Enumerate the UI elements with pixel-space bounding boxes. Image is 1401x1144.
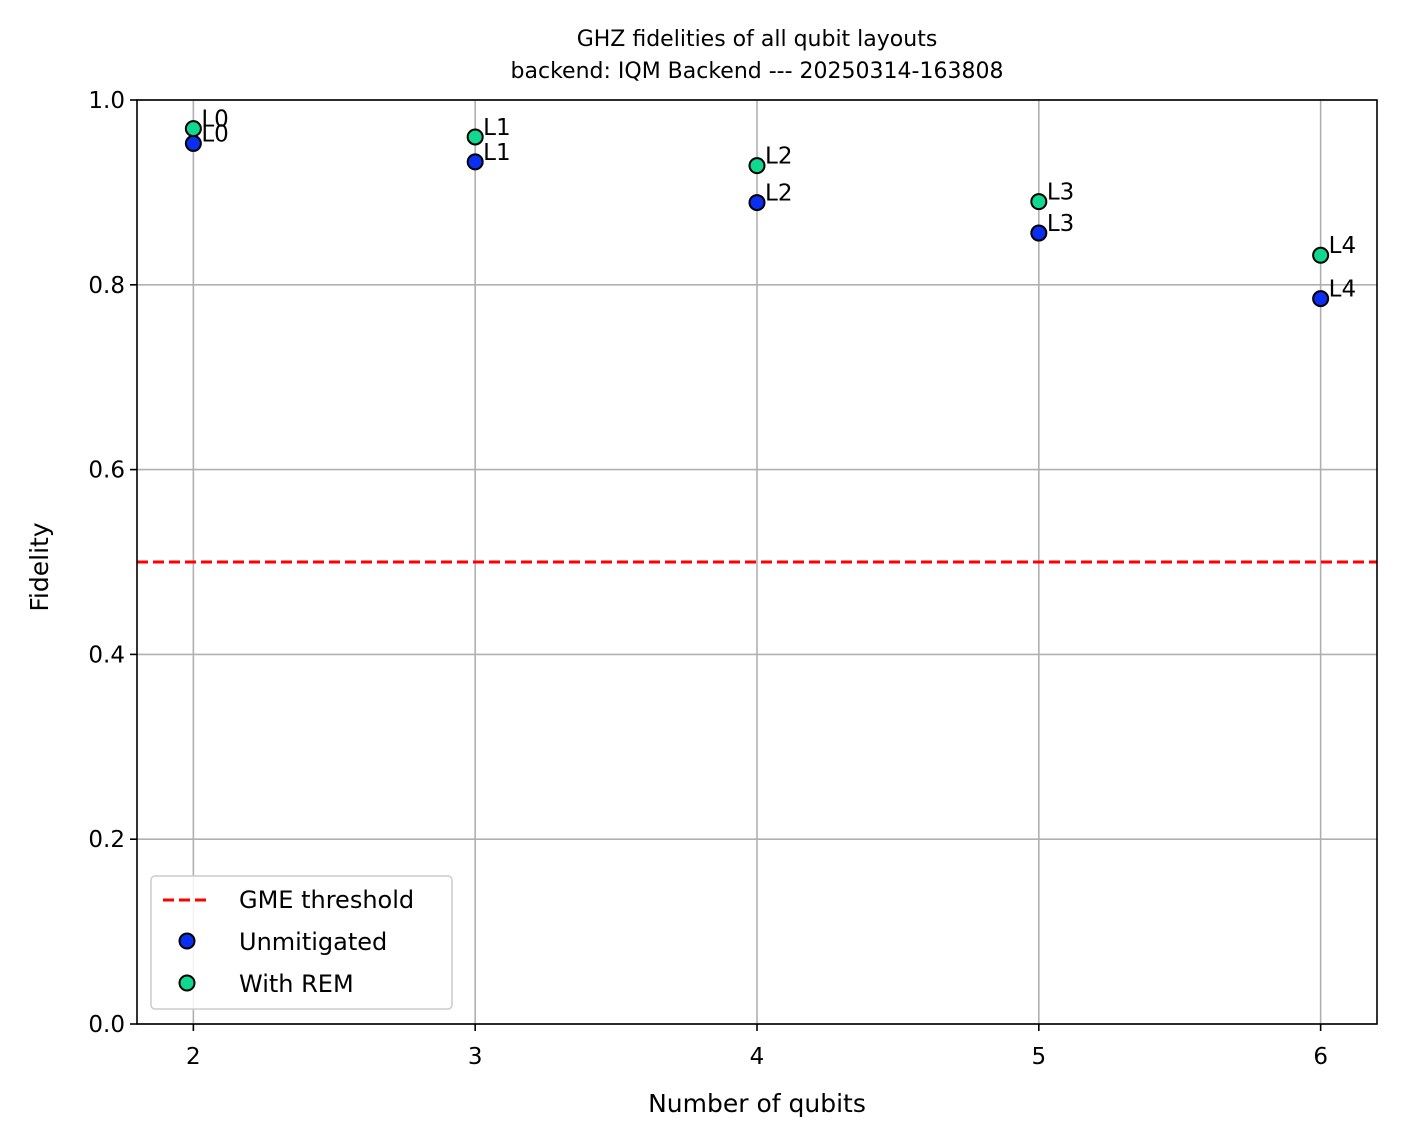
with-rem-point-L4 bbox=[1312, 246, 1330, 264]
axis-ticks: 2 3 4 5 6 0.0 0.2 0.4 0.6 0.8 1.0 bbox=[88, 88, 1328, 1070]
chart-subtitle: backend: IQM Backend --- 20250314-163808 bbox=[511, 59, 1004, 84]
with-rem-point-L1 bbox=[466, 128, 484, 146]
y-tick-label-0.0: 0.0 bbox=[88, 1012, 125, 1038]
unmitigated-point-label-L4: L4 bbox=[1329, 277, 1356, 303]
with-rem-point-label-L0: L0 bbox=[201, 107, 228, 133]
unmitigated-point-label-L2: L2 bbox=[765, 181, 792, 207]
unmitigated-point-L2 bbox=[748, 194, 766, 212]
with-rem-point-label-L1: L1 bbox=[483, 115, 510, 141]
y-tick-label-0.6: 0.6 bbox=[88, 458, 125, 484]
y-tick-label-1.0: 1.0 bbox=[88, 88, 125, 114]
with-rem-point-L3 bbox=[1030, 193, 1048, 211]
x-axis-label: Number of qubits bbox=[648, 1089, 866, 1118]
x-tick-label-2: 2 bbox=[186, 1044, 201, 1070]
legend: GME threshold Unmitigated With REM bbox=[150, 875, 453, 1010]
y-tick-label-0.2: 0.2 bbox=[88, 827, 125, 853]
unmitigated-point-L4 bbox=[1312, 290, 1330, 308]
with-rem-point-L2 bbox=[748, 157, 766, 175]
y-axis-label: Fidelity bbox=[25, 522, 54, 611]
legend-unmitigated-marker bbox=[178, 932, 196, 950]
data-points: L0 L1 L2 L3 L4 L0 L1 L2 L3 L4 bbox=[184, 107, 1356, 308]
legend-threshold-label: GME threshold bbox=[239, 886, 414, 914]
unmitigated-point-L1 bbox=[466, 153, 484, 171]
with-rem-point-L0 bbox=[184, 120, 202, 138]
unmitigated-point-L3 bbox=[1030, 224, 1048, 242]
unmitigated-point-label-L3: L3 bbox=[1047, 211, 1074, 237]
with-rem-point-label-L2: L2 bbox=[765, 144, 792, 170]
legend-with-rem-label: With REM bbox=[239, 970, 354, 998]
unmitigated-point-L0 bbox=[184, 134, 202, 152]
legend-with-rem-marker bbox=[178, 974, 196, 992]
legend-unmitigated-label: Unmitigated bbox=[239, 928, 387, 956]
unmitigated-point-label-L0: L0 bbox=[201, 121, 228, 147]
with-rem-point-label-L3: L3 bbox=[1047, 180, 1074, 206]
y-tick-label-0.4: 0.4 bbox=[88, 642, 125, 668]
x-tick-label-5: 5 bbox=[1031, 1044, 1046, 1070]
x-tick-label-3: 3 bbox=[468, 1044, 483, 1070]
with-rem-point-label-L4: L4 bbox=[1329, 233, 1356, 259]
y-tick-label-0.8: 0.8 bbox=[88, 273, 125, 299]
unmitigated-point-label-L1: L1 bbox=[483, 140, 510, 166]
x-tick-label-6: 6 bbox=[1313, 1044, 1328, 1070]
legend-box bbox=[150, 875, 453, 1010]
chart-title: GHZ fidelities of all qubit layouts bbox=[577, 27, 938, 52]
x-tick-label-4: 4 bbox=[750, 1044, 765, 1070]
